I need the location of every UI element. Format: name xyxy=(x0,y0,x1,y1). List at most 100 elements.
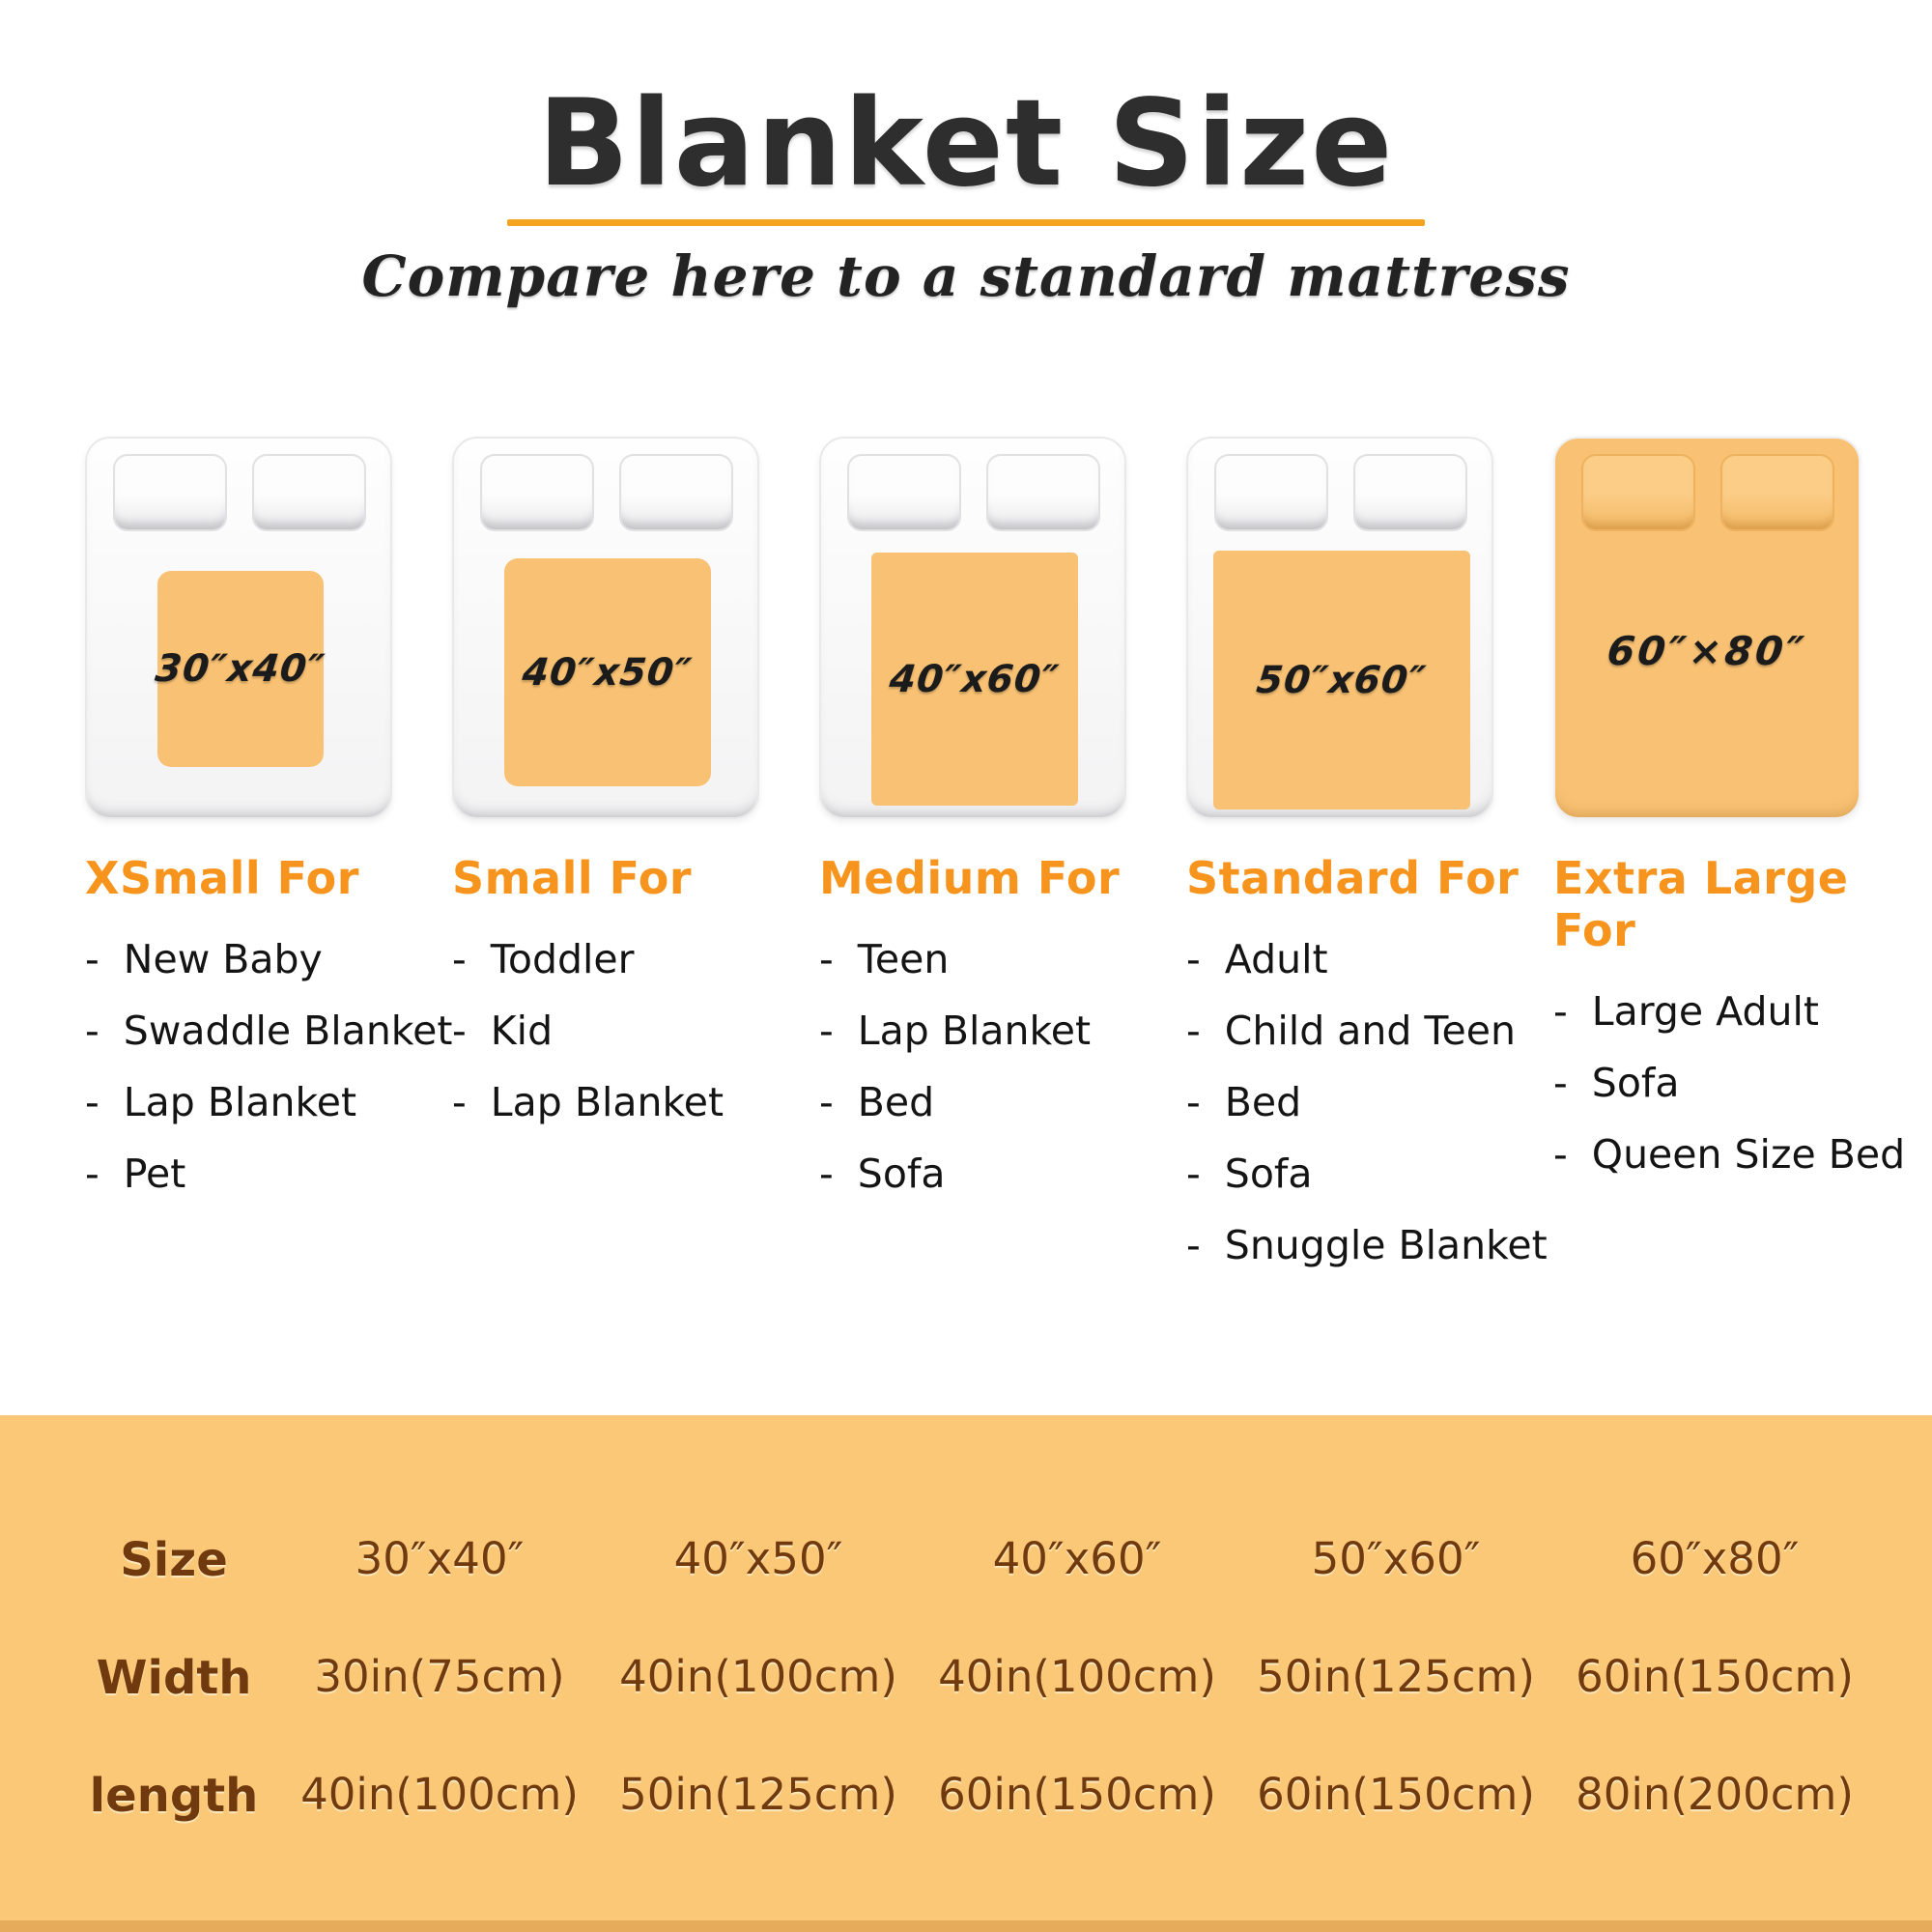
list-item-label: Adult xyxy=(1224,936,1328,982)
list-item-label: Bed xyxy=(857,1079,935,1126)
mattress-column: 60″×80″ xyxy=(1553,437,1920,819)
list-item-label: Sofa xyxy=(1224,1151,1313,1198)
category-column: Standard For - Adult - Child and Teen - Bed - So… xyxy=(1186,852,1553,1296)
pillow-icon xyxy=(1214,454,1328,531)
table-cell-value: 60″x80″ xyxy=(1630,1533,1800,1584)
list-item: - Snuggle Blanket xyxy=(1186,1225,1553,1266)
list-item: - Bed xyxy=(819,1082,1186,1123)
list-item-label: Child and Teen xyxy=(1224,1008,1516,1055)
list-dash: - xyxy=(1186,1222,1201,1269)
table-row-label: Size xyxy=(120,1533,228,1587)
list-item: - Pet xyxy=(85,1153,452,1195)
list-item-label: Kid xyxy=(490,1008,554,1055)
table-cell-value: 40in(100cm) xyxy=(300,1769,579,1820)
category-list: - Adult - Child and Teen - Bed - Sofa - Snuggle B… xyxy=(1186,936,1553,1266)
list-item: - Sofa xyxy=(1186,1153,1553,1195)
category-column: Extra Large For - Large Adult - Sofa - Queen S… xyxy=(1553,852,1920,1296)
list-dash: - xyxy=(1553,988,1568,1035)
category-title: XSmall For xyxy=(85,852,359,904)
list-item-label: New Baby xyxy=(123,936,323,982)
list-item-label: Pet xyxy=(123,1151,186,1198)
table-cell-value: 40″x60″ xyxy=(992,1533,1162,1584)
list-item-label: Sofa xyxy=(1591,1060,1680,1107)
list-item-label: Lap Blanket xyxy=(123,1079,357,1126)
table-cell-value: 60in(150cm) xyxy=(1576,1651,1854,1702)
list-dash: - xyxy=(1186,1008,1201,1055)
list-item-label: Bed xyxy=(1224,1079,1302,1126)
list-dash: - xyxy=(85,936,99,982)
list-item: - New Baby xyxy=(85,936,452,982)
mattress-column: 30″x40″ xyxy=(85,437,452,819)
blanket-size-label: 40″x50″ xyxy=(520,650,696,695)
category-lists-row: XSmall For - New Baby - Swaddle Blanket - Lap … xyxy=(85,852,1932,1296)
size-table-panel: Size 30″x40″ 40″x50″ 40″x60″ 50″x60″ 60″x80″ W… xyxy=(0,1415,1932,1932)
table-cell-value: 40in(100cm) xyxy=(938,1651,1216,1702)
table-cell-value: 50in(125cm) xyxy=(619,1769,897,1820)
list-item-label: Toddler xyxy=(490,936,635,982)
page-title: Blanket Size xyxy=(537,74,1395,213)
list-dash: - xyxy=(819,936,834,982)
table-cell-value: 50″x60″ xyxy=(1311,1533,1481,1584)
list-item-label: Large Adult xyxy=(1591,988,1819,1035)
blanket-overlay: 40″x50″ xyxy=(504,558,711,786)
category-list: - Teen - Lap Blanket - Bed - Sofa xyxy=(819,936,1186,1195)
list-item-label: Lap Blanket xyxy=(490,1079,724,1126)
list-dash: - xyxy=(1553,1131,1568,1179)
blanket-overlay: 30″x40″ xyxy=(153,571,328,767)
blanket-overlay: 40″x60″ xyxy=(871,553,1078,806)
mattress-comparison-row: 30″x40″ 40″x50″ 40″x60″ 50″x60″ 60″×80″ xyxy=(85,437,1932,819)
mattress-illustration: 40″x50″ xyxy=(452,437,759,819)
table-row-label: Width xyxy=(96,1651,252,1705)
list-item: - Large Adult xyxy=(1553,988,1920,1035)
list-item-label: Snuggle Blanket xyxy=(1224,1222,1548,1269)
list-dash: - xyxy=(85,1079,99,1126)
mattress-illustration: 30″x40″ xyxy=(85,437,392,819)
list-item: - Sofa xyxy=(819,1153,1186,1195)
list-item-label: Teen xyxy=(857,936,950,982)
category-list: - New Baby - Swaddle Blanket - Lap Blanket - Pe… xyxy=(85,936,453,1195)
table-cell-value: 50in(125cm) xyxy=(1257,1651,1535,1702)
mattress-column: 50″x60″ xyxy=(1186,437,1553,819)
table-row-label: length xyxy=(89,1769,259,1823)
pillow-icon xyxy=(1353,454,1467,531)
blanket-size-label: 30″x40″ xyxy=(153,647,328,691)
category-title: Medium For xyxy=(819,852,1121,904)
table-cell-value: 40in(100cm) xyxy=(619,1651,897,1702)
blanket-size-label: 50″x60″ xyxy=(1254,658,1430,702)
category-column: XSmall For - New Baby - Swaddle Blanket - Lap … xyxy=(85,852,452,1296)
pillow-icon xyxy=(113,454,227,531)
category-title: Small For xyxy=(452,852,692,904)
list-item: - Lap Blanket xyxy=(85,1082,452,1123)
table-cell-value: 80in(200cm) xyxy=(1576,1769,1854,1820)
list-dash: - xyxy=(452,1008,467,1055)
pillow-icon xyxy=(619,454,733,531)
list-item: - Queen Size Bed xyxy=(1553,1134,1920,1176)
list-item-label: Swaddle Blanket xyxy=(123,1008,453,1055)
page-subtitle: Compare here to a standard mattress xyxy=(361,242,1571,309)
category-title: Standard For xyxy=(1186,852,1520,904)
list-dash: - xyxy=(819,1079,834,1126)
list-item: - Swaddle Blanket xyxy=(85,1008,453,1055)
pillow-icon xyxy=(480,454,594,531)
list-dash: - xyxy=(819,1151,834,1198)
table-cell-value: 30in(75cm) xyxy=(314,1651,565,1702)
list-dash: - xyxy=(819,1008,834,1055)
list-dash: - xyxy=(1186,1079,1201,1126)
pillow-icon xyxy=(847,454,961,531)
list-item: - Lap Blanket xyxy=(819,1008,1186,1055)
list-item: - Sofa xyxy=(1553,1060,1920,1107)
list-item: - Child and Teen xyxy=(1186,1008,1553,1055)
category-column: Small For - Toddler - Kid - Lap Blanket xyxy=(452,852,819,1296)
blanket-overlay: 50″x60″ xyxy=(1213,551,1470,810)
list-item-label: Sofa xyxy=(857,1151,946,1198)
table-cell-value: 60in(150cm) xyxy=(938,1769,1216,1820)
category-title: Extra Large For xyxy=(1553,852,1849,956)
list-item: - Adult xyxy=(1186,936,1553,982)
mattress-column: 40″x50″ xyxy=(452,437,819,819)
list-item-label: Queen Size Bed xyxy=(1591,1131,1906,1179)
list-dash: - xyxy=(1553,1060,1568,1107)
table-cell-value: 60in(150cm) xyxy=(1257,1769,1535,1820)
category-column: Medium For - Teen - Lap Blanket - Bed - Sofa xyxy=(819,852,1186,1296)
title-underline-decoration xyxy=(507,218,1425,226)
